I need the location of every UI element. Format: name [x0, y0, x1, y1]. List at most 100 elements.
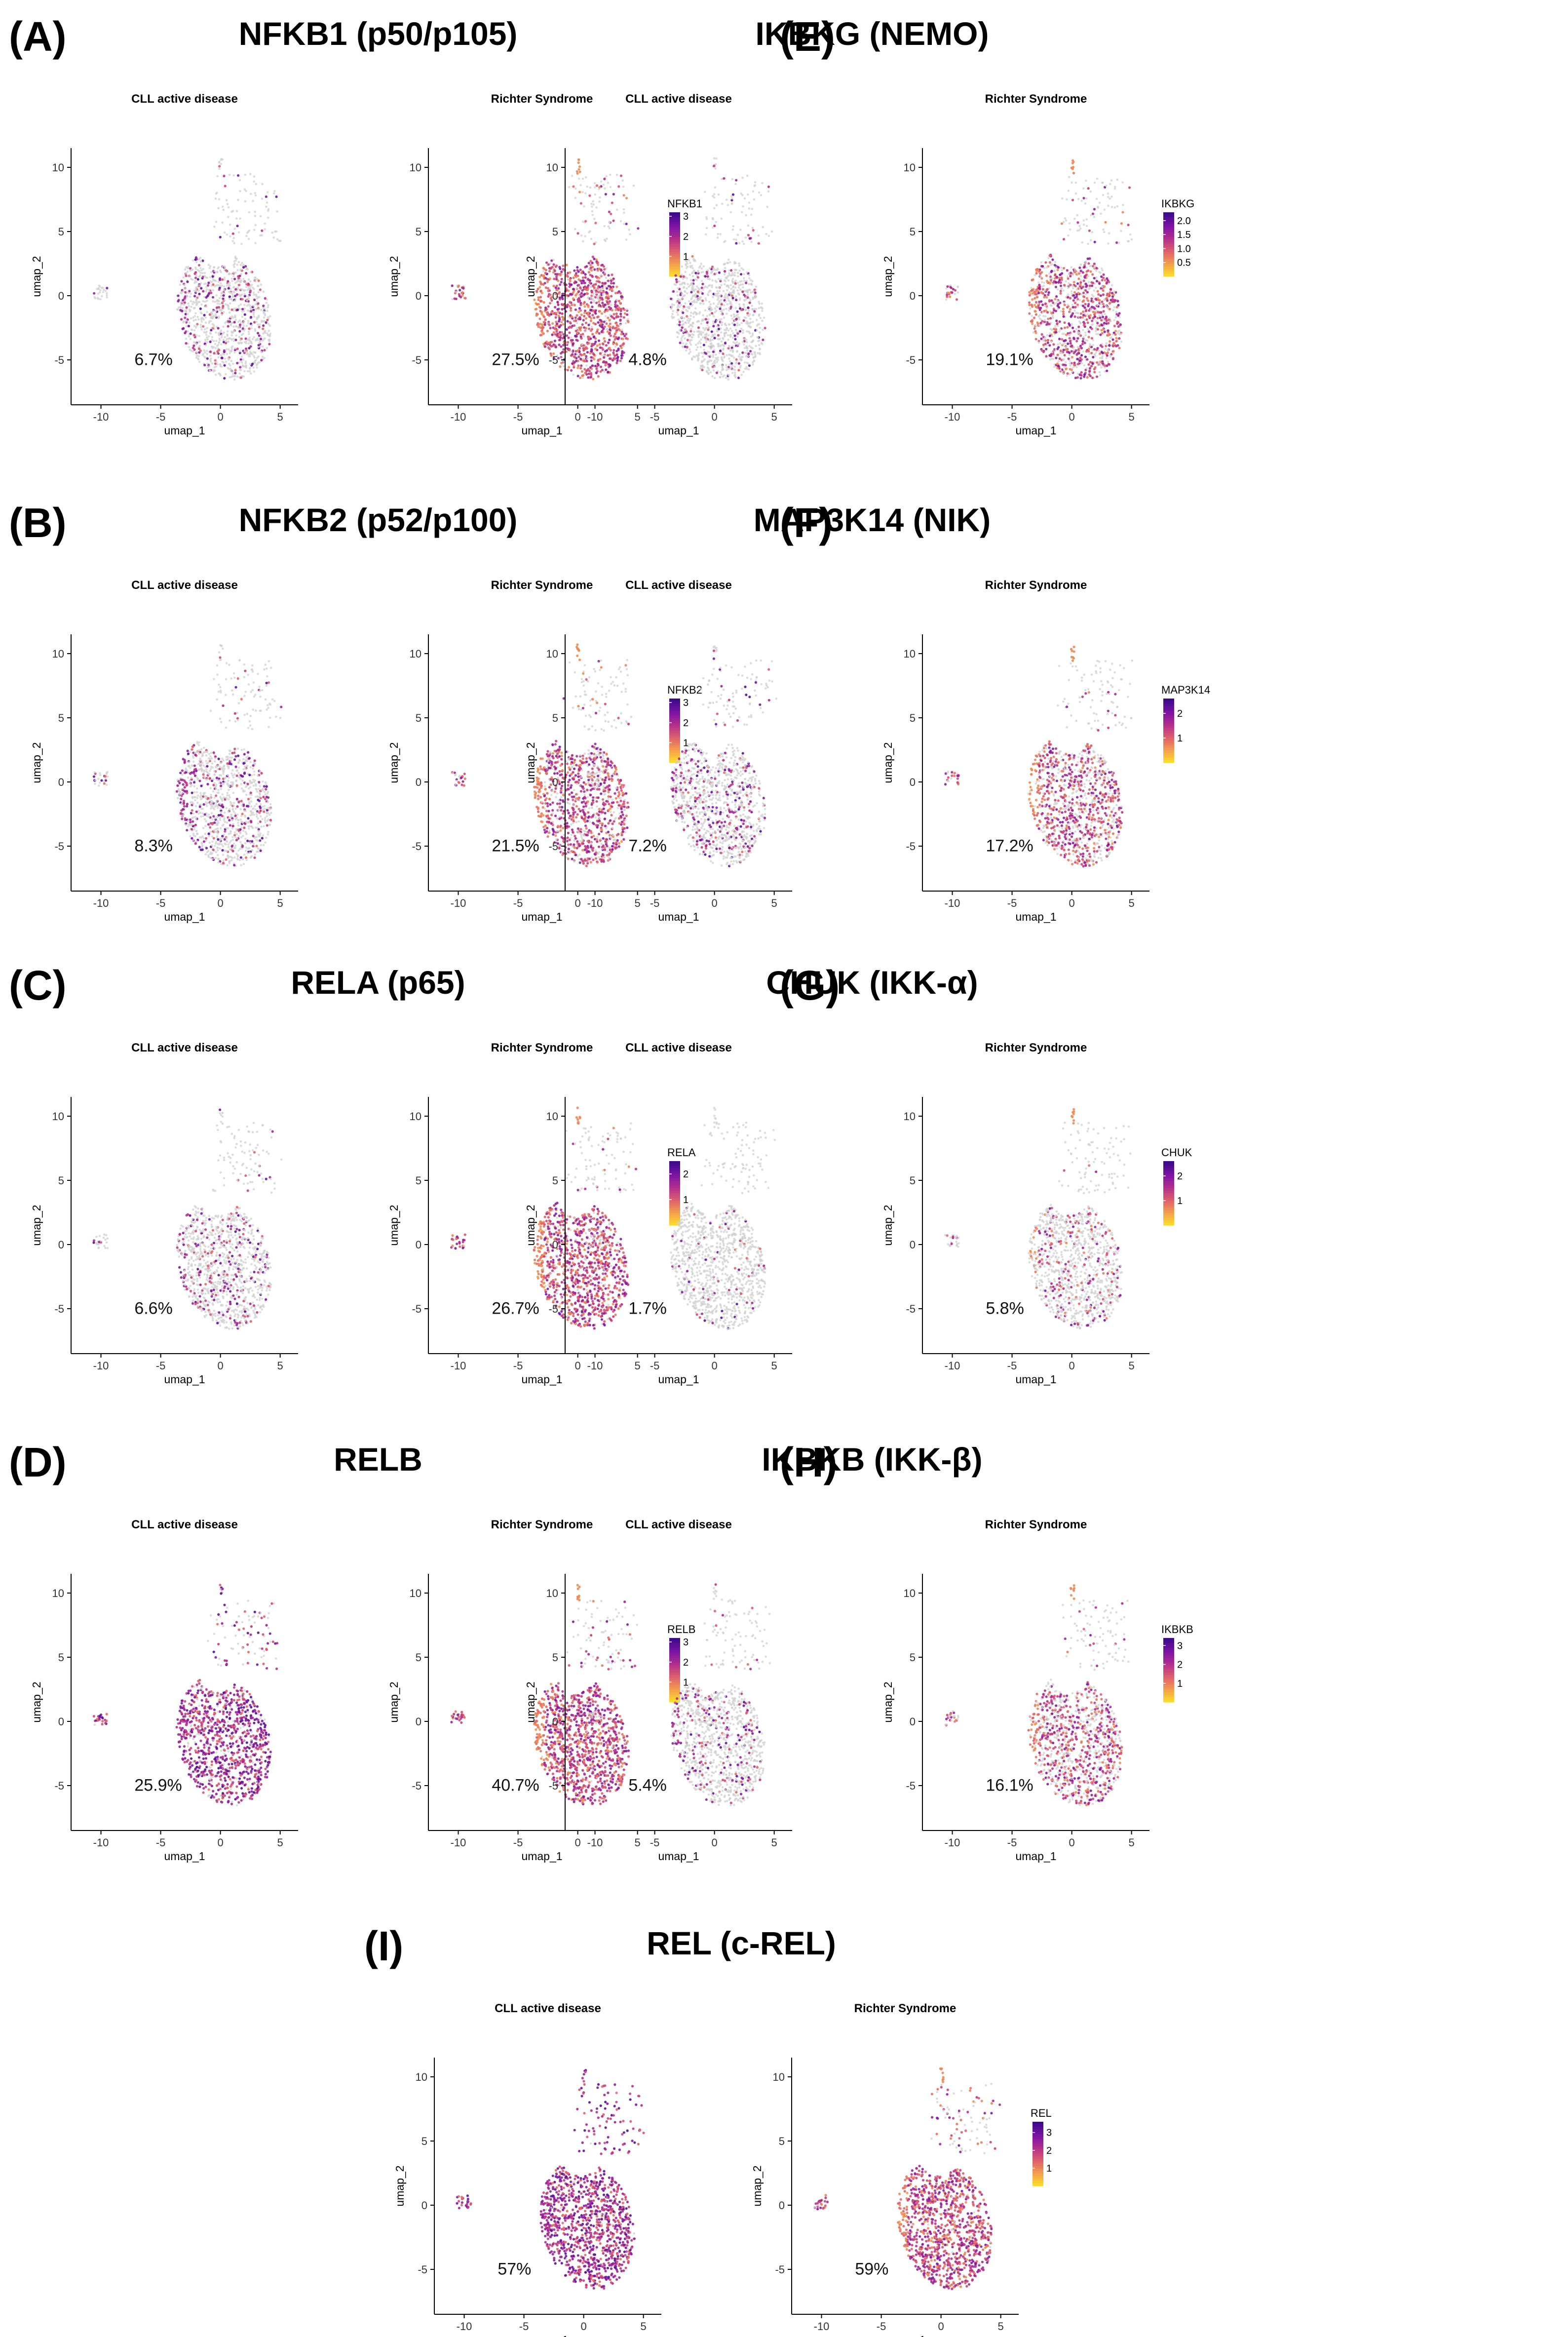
cell-point	[245, 281, 248, 284]
cell-point	[195, 304, 198, 307]
cell-point	[179, 772, 182, 775]
cell-point	[245, 793, 248, 796]
cell-point	[620, 789, 623, 792]
cell-point	[268, 660, 270, 662]
cell-point	[239, 339, 242, 342]
cell-point	[240, 1282, 243, 1284]
cell-point	[210, 291, 213, 294]
cell-point	[199, 256, 202, 259]
cell-point	[544, 318, 547, 321]
cell-point	[560, 796, 563, 799]
cell-point	[217, 327, 220, 330]
cell-point	[256, 836, 258, 838]
cell-point	[251, 689, 254, 692]
cell-point	[573, 846, 576, 849]
cell-point	[203, 313, 206, 316]
cell-point	[624, 818, 627, 821]
cell-point	[583, 793, 586, 796]
cell-point	[603, 320, 606, 323]
cell-point	[208, 841, 211, 844]
cell-point	[583, 301, 586, 304]
cell-point	[220, 295, 223, 297]
cell-point	[212, 370, 215, 373]
cell-point	[553, 765, 556, 768]
cell-point	[99, 772, 101, 775]
cell-point	[602, 305, 606, 308]
legend-tick-label: 2	[683, 232, 688, 242]
cell-point	[228, 311, 231, 314]
cell-point	[243, 293, 246, 296]
cell-point	[559, 365, 562, 368]
cell-point	[588, 369, 591, 373]
cell-point	[247, 683, 250, 686]
cell-point	[546, 322, 549, 325]
cell-point	[231, 827, 234, 830]
cell-point	[215, 799, 218, 802]
cell-point	[199, 272, 202, 274]
colorbar-segment	[669, 736, 680, 739]
cell-point	[619, 220, 622, 223]
cell-point	[236, 769, 239, 772]
cell-point	[566, 824, 569, 828]
cell-point	[627, 318, 629, 320]
cell-point	[581, 785, 584, 788]
cell-point	[247, 338, 250, 341]
cell-point	[539, 281, 542, 285]
cell-point	[253, 298, 256, 302]
cell-point	[578, 376, 582, 379]
cell-point	[221, 302, 224, 305]
cell-point	[255, 183, 258, 186]
cell-point	[615, 299, 618, 301]
cell-point	[581, 849, 584, 852]
cell-point	[590, 202, 593, 205]
cell-point	[195, 274, 197, 277]
cell-point	[594, 816, 597, 819]
cell-point	[215, 331, 217, 334]
cell-point	[570, 773, 573, 776]
cell-point	[245, 832, 248, 835]
cell-point	[195, 840, 198, 843]
cell-point	[225, 850, 228, 852]
cell-point	[548, 767, 551, 770]
cell-point	[231, 232, 234, 235]
cell-point	[572, 291, 574, 294]
cell-point	[224, 780, 227, 783]
cell-point	[206, 357, 209, 360]
cell-point	[212, 815, 215, 818]
colorbar-segment	[669, 716, 680, 719]
cell-point	[612, 820, 615, 823]
cell-point	[212, 283, 215, 286]
cell-point	[582, 240, 584, 243]
cell-point	[219, 808, 222, 811]
colorbar-segment	[669, 721, 680, 724]
cell-point	[598, 303, 601, 307]
cell-point	[608, 339, 611, 342]
cell-point	[591, 760, 594, 763]
cell-point	[242, 768, 245, 771]
cell-point	[549, 262, 552, 265]
x-tick-label: 0	[575, 897, 581, 909]
cell-point	[593, 757, 596, 760]
cell-point	[216, 345, 219, 348]
cell-point	[591, 275, 594, 278]
cell-point	[556, 792, 559, 795]
cell-point	[612, 193, 615, 195]
x-tick-label: 5	[277, 411, 283, 423]
cell-point	[264, 817, 267, 819]
cell-point	[550, 341, 553, 344]
cell-point	[203, 272, 206, 274]
cell-point	[200, 317, 203, 319]
cell-point	[565, 264, 568, 267]
cell-point	[603, 793, 606, 796]
cell-point	[194, 751, 197, 754]
cell-point	[596, 315, 599, 318]
cell-point	[204, 795, 207, 797]
cell-point	[556, 761, 559, 764]
cell-point	[201, 353, 204, 356]
cell-point	[192, 834, 195, 837]
cell-point	[211, 275, 214, 278]
cell-point	[245, 234, 248, 237]
cell-point	[560, 361, 563, 364]
cell-point	[556, 830, 559, 833]
cell-point	[572, 297, 575, 300]
